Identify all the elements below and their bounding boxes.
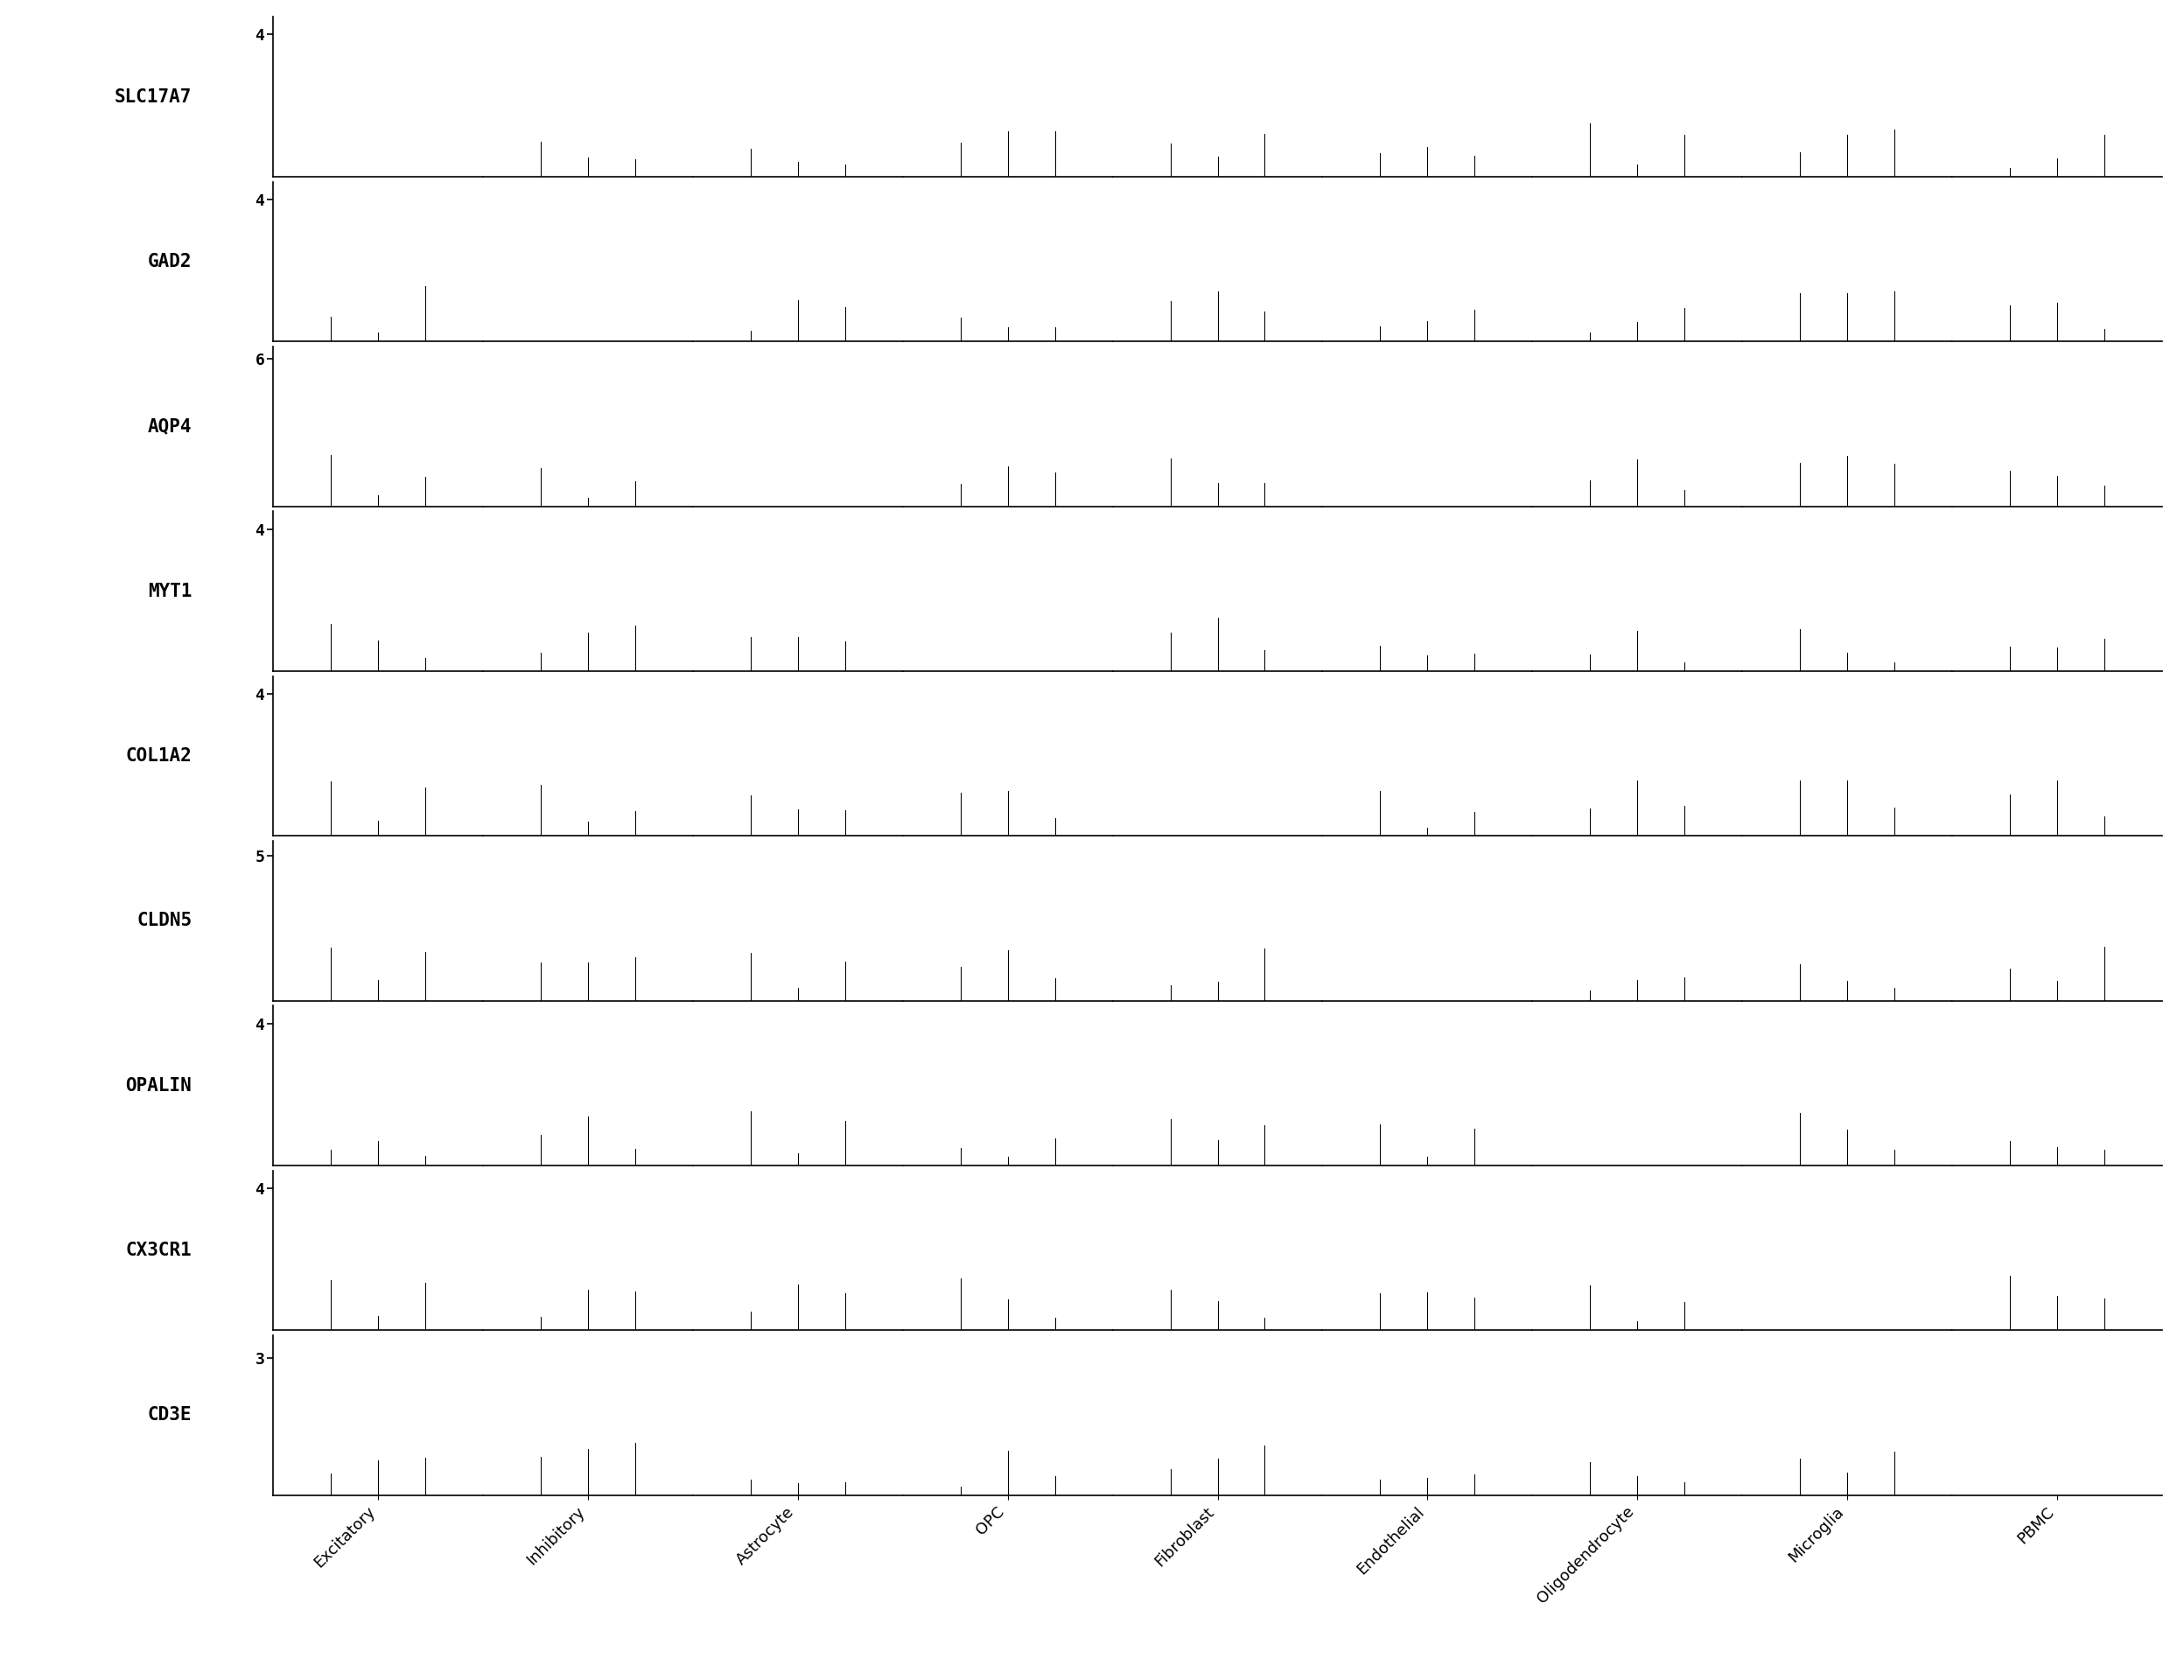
Y-axis label: CD3E: CD3E	[149, 1406, 192, 1425]
Y-axis label: CX3CR1: CX3CR1	[124, 1242, 192, 1260]
Y-axis label: MYT1: MYT1	[149, 583, 192, 600]
Y-axis label: COL1A2: COL1A2	[124, 748, 192, 764]
Y-axis label: GAD2: GAD2	[149, 252, 192, 270]
Y-axis label: SLC17A7: SLC17A7	[114, 87, 192, 106]
Y-axis label: CLDN5: CLDN5	[138, 912, 192, 929]
Y-axis label: OPALIN: OPALIN	[124, 1077, 192, 1094]
Y-axis label: AQP4: AQP4	[149, 418, 192, 435]
